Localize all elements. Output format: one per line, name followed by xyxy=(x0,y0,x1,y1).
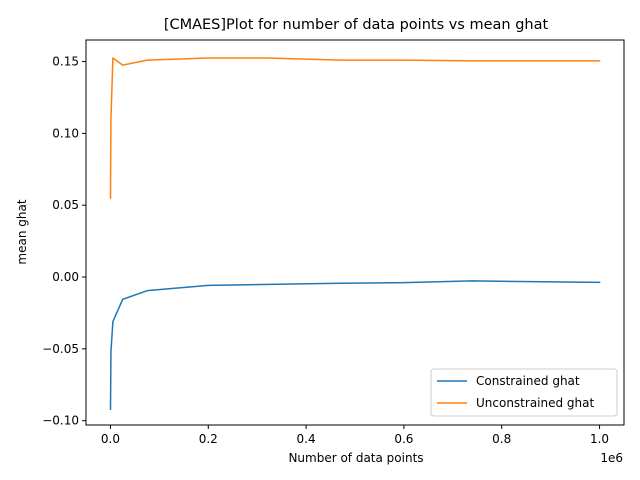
series-line-unconstrained xyxy=(109,57,601,199)
y-tick-label: 0.10 xyxy=(52,126,79,140)
y-tick-label: −0.10 xyxy=(42,414,79,428)
x-axis-label: Number of data points xyxy=(288,451,423,465)
x-axis-offset-label: 1e6 xyxy=(600,451,623,465)
y-tick-label: 0.05 xyxy=(52,198,79,212)
y-tick-label: 0.15 xyxy=(52,55,79,69)
y-tick-label: 0.00 xyxy=(52,270,79,284)
x-tick-label: 1.0 xyxy=(590,432,609,446)
legend-box xyxy=(430,368,618,417)
x-tick-label: 0.8 xyxy=(492,432,511,446)
x-tick-label: 0.0 xyxy=(101,432,120,446)
legend-label-constrained: Constrained ghat xyxy=(476,374,580,388)
legend: Constrained ghat Unconstrained ghat xyxy=(430,368,618,417)
y-axis-label: mean ghat xyxy=(15,199,29,264)
plot-frame xyxy=(85,39,625,426)
series-line-constrained xyxy=(109,280,601,410)
y-tick-label: −0.05 xyxy=(42,342,79,356)
chart-title: [CMAES]Plot for number of data points vs… xyxy=(164,17,549,33)
x-tick-label: 0.6 xyxy=(394,432,413,446)
x-tick-label: 0.4 xyxy=(297,432,316,446)
x-tick-label: 0.2 xyxy=(199,432,218,446)
legend-label-unconstrained: Unconstrained ghat xyxy=(476,396,595,410)
